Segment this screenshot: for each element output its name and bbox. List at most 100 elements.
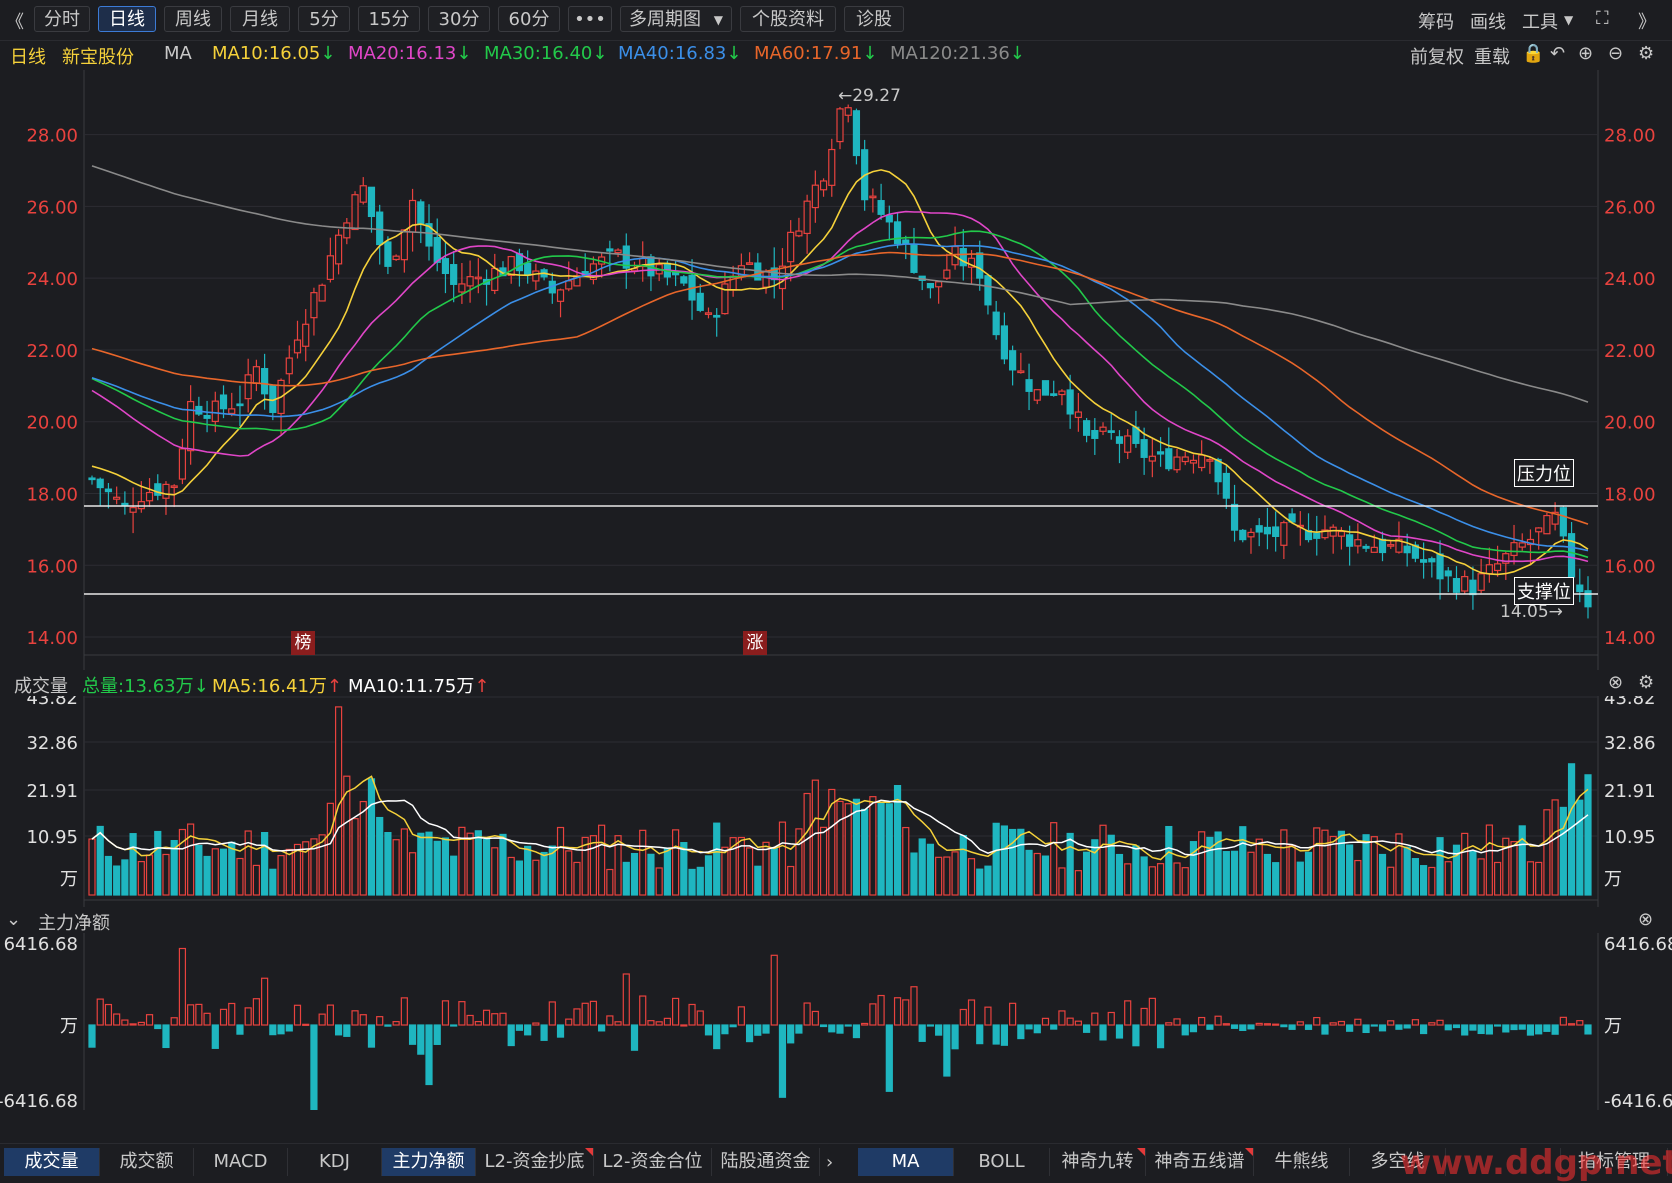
tab-monthly[interactable]: 月线 (230, 6, 290, 32)
netflow-bar (113, 1013, 121, 1026)
volume-bar (737, 836, 745, 896)
netflow-bar (269, 1024, 277, 1036)
tab-weekly[interactable]: 周线 (164, 6, 222, 32)
volume-bar (1510, 841, 1518, 896)
ma20-value: MA20:16.13↓ (348, 43, 471, 64)
tab-kdj[interactable]: KDJ (288, 1148, 382, 1176)
candle-body (170, 485, 178, 489)
tab-l2-position[interactable]: L2-资金合位 (594, 1148, 712, 1176)
tab-netflow[interactable]: 主力净额 (382, 1148, 476, 1176)
tab-five-lines-label: 神奇五线谱 (1154, 1151, 1245, 1172)
reload-button[interactable]: 重载 (1474, 47, 1510, 68)
candle-body (1362, 545, 1370, 549)
candle-body (1428, 558, 1436, 563)
chip-button[interactable]: 筹码 (1418, 12, 1454, 33)
stock-info-button[interactable]: 个股资料 (740, 6, 836, 32)
volume-bar (556, 826, 565, 896)
candle-body (318, 284, 326, 302)
volume-bar (688, 868, 696, 896)
candle-body (1181, 456, 1189, 463)
netflow-bar (1378, 1024, 1387, 1032)
adjust-button[interactable]: 前复权 (1410, 47, 1464, 68)
netflow-bar (1296, 1021, 1304, 1026)
volume-bar (269, 868, 277, 896)
zoom-out-icon[interactable]: ⊖ (1608, 43, 1624, 64)
netflow-bar (219, 1008, 228, 1026)
event-tag-zhang[interactable]: 涨 (743, 631, 767, 655)
tools-button[interactable]: 工具 (1522, 12, 1558, 33)
gear-icon[interactable]: ⚙ (1638, 43, 1655, 64)
netflow-bar (359, 1014, 367, 1026)
volume-bar (441, 837, 450, 896)
chevron-right-icon[interactable]: › (826, 1152, 834, 1173)
tab-bull-bear[interactable]: 牛熊线 (1254, 1148, 1350, 1176)
tab-60min[interactable]: 60分 (498, 6, 560, 32)
tab-daily[interactable]: 日线 (98, 6, 156, 32)
close-icon[interactable]: ⊗ (1638, 909, 1654, 930)
event-tag-bang[interactable]: 榜 (291, 631, 315, 655)
candle-body (417, 201, 425, 225)
more-button[interactable]: ••• (568, 6, 612, 32)
tab-5min[interactable]: 5分 (298, 6, 350, 32)
lock-icon[interactable]: 🔒 (1522, 43, 1545, 64)
tab-macd[interactable]: MACD (194, 1148, 288, 1176)
indicator-tab-bar: 成交量 成交额 MACD KDJ 主力净额 L2-资金抄底 L2-资金合位 陆股… (0, 1143, 1672, 1180)
volume-bar (598, 824, 606, 896)
tab-five-lines[interactable]: 神奇五线谱 (1146, 1148, 1254, 1176)
netflow-bar (384, 1024, 392, 1027)
volume-bar (425, 831, 433, 896)
volume-bar (1395, 833, 1403, 896)
forward-button[interactable]: 》 (1638, 12, 1656, 33)
tab-long-short[interactable]: 多空线 (1350, 1148, 1446, 1176)
candle-body (285, 357, 293, 375)
candle-body (852, 110, 861, 157)
candle-body (129, 507, 137, 513)
netflow-bar (1493, 1024, 1502, 1027)
volume-bar (1091, 839, 1099, 896)
collapse-icon[interactable]: ⌄ (6, 909, 22, 930)
netflow-bar (745, 1024, 754, 1043)
tab-nine-turn[interactable]: 神奇九转 (1050, 1148, 1146, 1176)
candle-body (713, 314, 721, 318)
netflow-bar (1485, 1024, 1493, 1035)
draw-button[interactable]: 画线 (1470, 12, 1506, 33)
indicator-manage-button[interactable]: 指标管理 (1560, 1148, 1668, 1176)
tab-fenshi[interactable]: 分时 (34, 6, 90, 32)
price-axis-label-right: 28.00 (1604, 126, 1656, 147)
candle-body (351, 194, 359, 231)
undo-icon[interactable]: ↶ (1550, 43, 1566, 64)
volume-bar (137, 860, 145, 896)
tab-l2-bottom[interactable]: L2-资金抄底 (476, 1148, 594, 1176)
zoom-in-icon[interactable]: ⊕ (1578, 43, 1594, 64)
netflow-bar (976, 1024, 984, 1045)
netflow-bar (1502, 1024, 1510, 1033)
multi-period-dropdown[interactable]: 多周期图 ▼ (620, 6, 732, 32)
gear-icon[interactable]: ⚙ (1638, 672, 1655, 693)
indicator-name[interactable]: MA (164, 43, 192, 64)
candle-body (1050, 393, 1058, 396)
netflow-bar (984, 1006, 992, 1026)
tab-northbound[interactable]: 陆股通资金 (712, 1148, 820, 1176)
tab-turnover[interactable]: 成交额 (100, 1148, 194, 1176)
back-button[interactable]: 《 (6, 12, 24, 33)
kline-chart[interactable]: 28.00 28.00 26.00 26.00 24.00 24.00 22.00 22.00… (0, 0, 1672, 1110)
diagnose-button[interactable]: 诊股 (844, 6, 904, 32)
volume-bar (1370, 836, 1378, 896)
fullscreen-icon[interactable]: ⛶ (1596, 8, 1609, 29)
candle-body (1247, 531, 1255, 538)
candle-body (1346, 534, 1354, 547)
tab-30min[interactable]: 30分 (428, 6, 490, 32)
volume-bar (1296, 861, 1304, 896)
volume-bar (1526, 861, 1535, 896)
netflow-bar (1543, 1024, 1551, 1032)
flow-axis-label-left: 6416.68 (4, 934, 78, 955)
candle-body (1502, 553, 1510, 564)
close-icon[interactable]: ⊗ (1608, 672, 1624, 693)
ma20-text: MA20:16.13 (348, 43, 457, 64)
volume-bar (1288, 844, 1296, 896)
netflow-bar (450, 1024, 458, 1027)
tab-15min[interactable]: 15分 (358, 6, 420, 32)
tab-boll[interactable]: BOLL (954, 1148, 1050, 1176)
tab-volume[interactable]: 成交量 (4, 1148, 100, 1176)
tab-ma[interactable]: MA (858, 1148, 954, 1176)
